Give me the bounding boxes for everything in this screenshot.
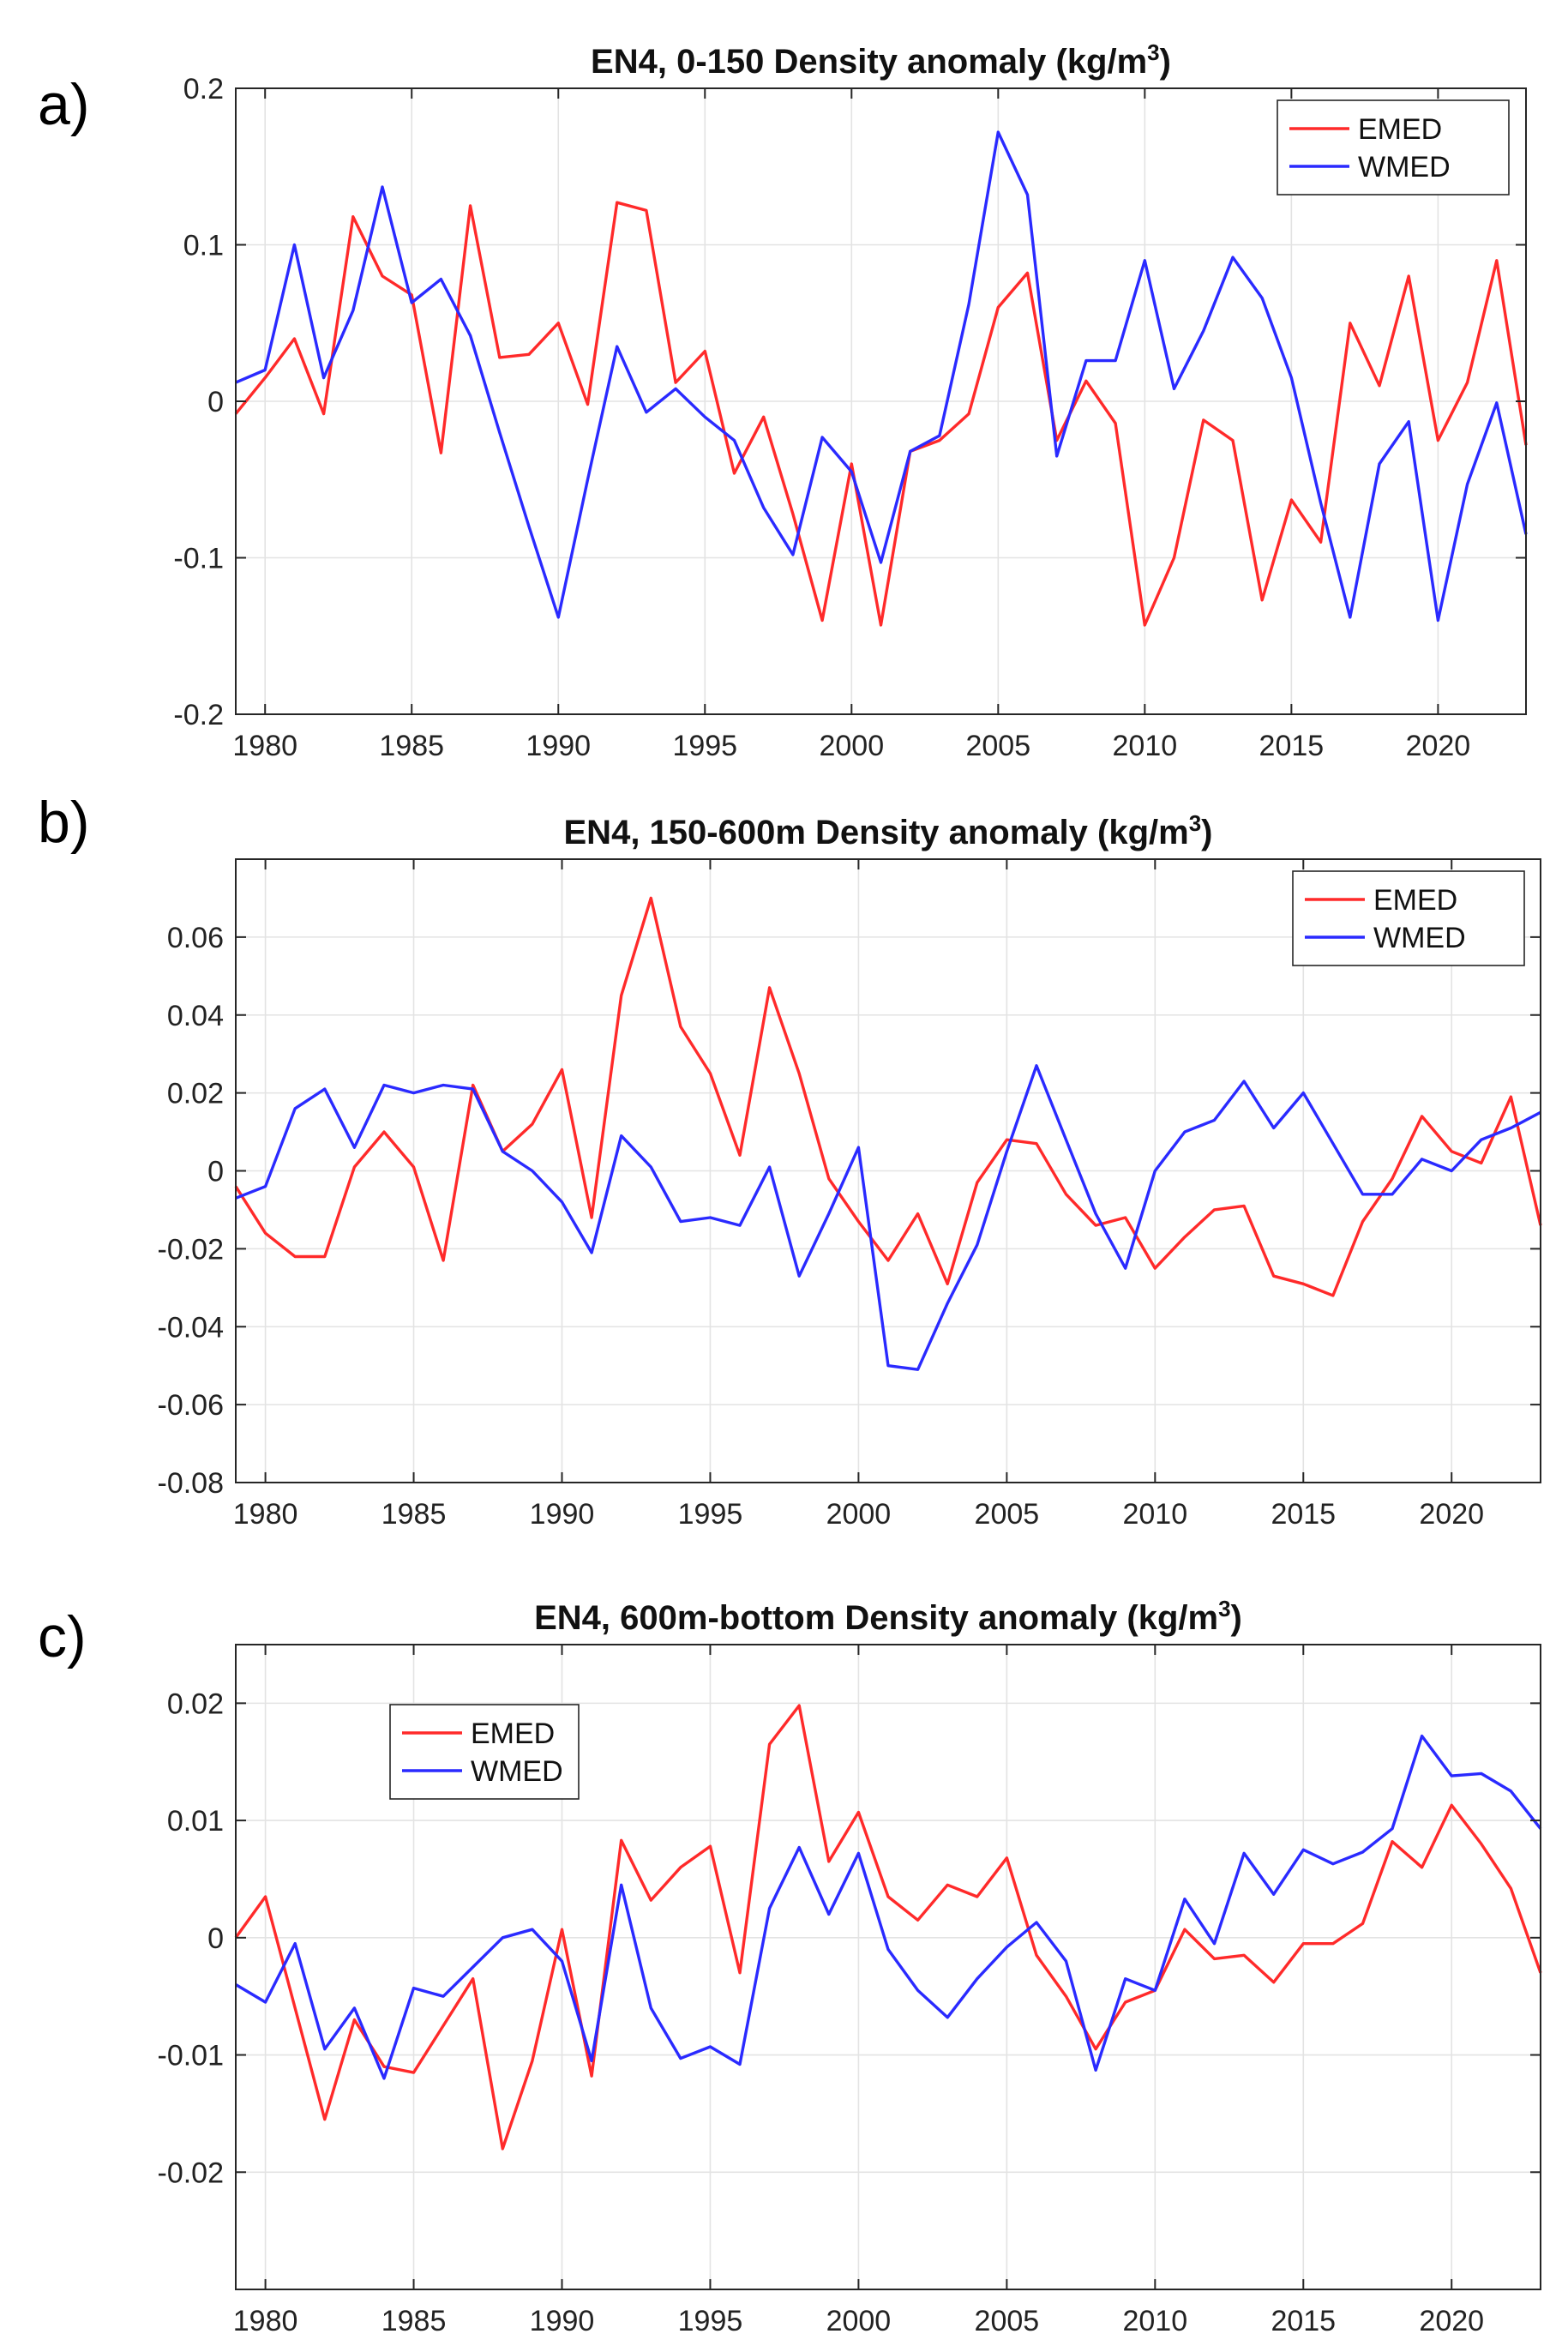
x-tick-label: 2000 — [826, 1498, 892, 1531]
legend-box — [1292, 870, 1525, 966]
y-tick-label: -0.02 — [158, 1233, 225, 1266]
x-tick-label: 1985 — [381, 1498, 447, 1531]
x-tick-label: 2005 — [975, 1498, 1040, 1531]
y-tick-label: 0.1 — [183, 230, 224, 262]
y-tick-label: 0 — [207, 1156, 224, 1188]
x-tick-label: 1995 — [678, 2305, 743, 2337]
y-tick-label: -0.04 — [158, 1311, 225, 1344]
y-tick-label: -0.08 — [158, 1467, 225, 1500]
axes-box — [235, 1644, 1541, 2290]
x-tick-label: 1995 — [678, 1498, 743, 1531]
y-tick-label: 0 — [207, 1922, 224, 1955]
x-tick-label: 2000 — [826, 2305, 892, 2337]
chart-title-superscript: 3 — [1189, 810, 1201, 836]
series-line-wmed — [235, 130, 1528, 623]
legend-label-wmed: WMED — [471, 1755, 563, 1788]
legend-label-emed: EMED — [471, 1717, 555, 1750]
y-tick-label: 0.02 — [167, 1687, 224, 1720]
y-tick-label: 0 — [207, 386, 224, 418]
x-tick-label: 2020 — [1419, 1498, 1484, 1531]
y-tick-label: -0.02 — [158, 2157, 225, 2189]
x-tick-label: 1990 — [530, 1498, 595, 1531]
legend: EMED WMED — [1277, 99, 1510, 196]
y-tick-label: 0.2 — [183, 73, 224, 105]
chart-title-superscript: 3 — [1147, 39, 1159, 65]
x-tick-label: 2020 — [1419, 2305, 1484, 2337]
y-tick-label: -0.06 — [158, 1389, 225, 1422]
panel-letter-c: c) — [38, 1604, 87, 1669]
series-line-wmed — [235, 1064, 1541, 1371]
x-tick-label: 2010 — [1122, 2305, 1187, 2337]
x-tick-label: 1985 — [381, 2305, 447, 2337]
y-tick-label: 0.01 — [167, 1805, 224, 1838]
y-tick-label: -0.2 — [173, 699, 224, 731]
x-tick-label: 2010 — [1122, 1498, 1187, 1531]
legend-label-emed: EMED — [1373, 884, 1457, 917]
chart-title: EN4, 150-600m Density anomaly (kg/m3) — [564, 810, 1213, 851]
y-tick-label: 0.02 — [167, 1078, 224, 1110]
panel-letter-a: a) — [38, 72, 90, 137]
legend-label-emed: EMED — [1358, 113, 1442, 146]
chart-title-close: ) — [1231, 1599, 1242, 1637]
chart-c: 1980 1985 1990 1995 2000 2005 2010 2015 2020 -0.0… — [158, 1596, 1542, 2337]
x-tick-label: 1990 — [526, 730, 591, 762]
chart-title-close: ) — [1160, 43, 1171, 81]
chart-title-close: ) — [1201, 814, 1212, 851]
x-tick-label: 2000 — [819, 730, 884, 762]
x-tick-label: 2005 — [975, 2305, 1040, 2337]
panel-letter-b: b) — [38, 790, 90, 855]
chart-title: EN4, 0-150 Density anomaly (kg/m3) — [591, 39, 1171, 81]
series-line-emed — [234, 1704, 1542, 2150]
legend-box — [1277, 99, 1510, 196]
y-tick-label: 0.06 — [167, 922, 224, 954]
x-tick-label: 2020 — [1406, 730, 1471, 762]
x-tick-label: 2005 — [965, 730, 1030, 762]
legend-label-wmed: WMED — [1373, 922, 1466, 954]
x-tick-label: 2015 — [1271, 1498, 1336, 1531]
legend: EMED WMED — [1292, 870, 1525, 966]
y-tick-label: -0.1 — [173, 543, 224, 575]
x-tick-label: 1985 — [379, 730, 444, 762]
legend: EMED WMED — [389, 1704, 580, 1800]
x-tick-label: 1980 — [233, 1498, 298, 1531]
y-tick-label: 0.04 — [167, 1000, 224, 1032]
y-tick-label: -0.01 — [158, 2040, 225, 2072]
x-tick-label: 2015 — [1259, 730, 1325, 762]
x-tick-label: 1980 — [232, 730, 297, 762]
x-tick-label: 2015 — [1271, 2305, 1336, 2337]
x-tick-label: 2010 — [1113, 730, 1178, 762]
legend-label-wmed: WMED — [1358, 151, 1451, 183]
chart-title-superscript: 3 — [1218, 1596, 1230, 1621]
chart-title-main: EN4, 0-150 Density anomaly (kg/m — [591, 43, 1147, 81]
legend-box — [389, 1704, 580, 1800]
x-tick-label: 1990 — [530, 2305, 595, 2337]
chart-title-main: EN4, 600m-bottom Density anomaly (kg/m — [534, 1599, 1218, 1637]
series-line-emed — [234, 896, 1542, 1297]
chart-b: 1980 1985 1990 1995 2000 2005 2010 2015 2020 -0.0… — [158, 810, 1542, 1531]
x-tick-label: 1995 — [672, 730, 737, 762]
series-line-emed — [234, 201, 1528, 627]
chart-title: EN4, 600m-bottom Density anomaly (kg/m3) — [534, 1596, 1242, 1637]
x-tick-label: 1980 — [233, 2305, 298, 2337]
series-line-wmed — [235, 1734, 1542, 2080]
chart-a: 1980 1985 1990 1995 2000 2005 2010 2015 2020 -0.2… — [173, 39, 1528, 762]
chart-title-main: EN4, 150-600m Density anomaly (kg/m — [564, 814, 1189, 851]
